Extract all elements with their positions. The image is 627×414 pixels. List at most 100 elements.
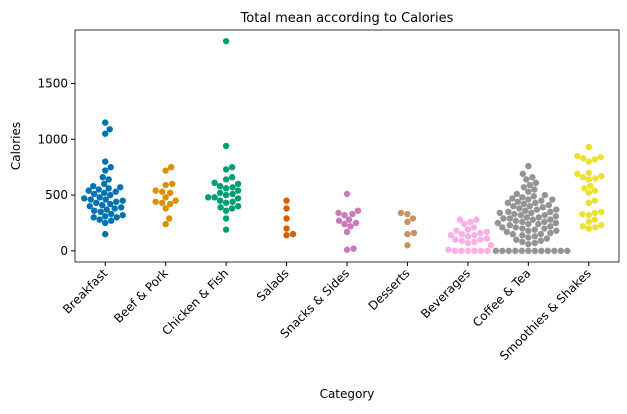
swarm-point: [354, 207, 362, 214]
swarm-point: [547, 223, 554, 230]
swarm-point: [503, 228, 511, 236]
swarm-point: [404, 230, 411, 238]
swarm-point: [585, 199, 592, 207]
swarm-point: [335, 217, 343, 224]
x-tick-label: Chicken & Fish: [159, 266, 231, 338]
swarm-point: [97, 208, 104, 216]
swarm-point: [228, 163, 236, 171]
swarm-point: [101, 189, 108, 197]
swarm-point: [591, 209, 598, 217]
y-tick-label: 0: [60, 244, 68, 258]
swarm-point: [552, 213, 560, 220]
swarm-point: [167, 163, 175, 171]
swarm-point: [86, 203, 93, 210]
swarm-point: [283, 225, 290, 232]
swarm-point: [553, 227, 560, 234]
swarm-point: [538, 247, 545, 255]
swarm-point: [222, 226, 230, 233]
swarm-point: [533, 206, 541, 213]
swarm-point: [544, 247, 552, 255]
swarm-point: [162, 205, 169, 212]
swarm-point: [222, 166, 230, 173]
y-tick-label: 1500: [37, 77, 68, 91]
swarm-point: [162, 220, 169, 228]
swarm-point: [102, 230, 109, 238]
swarm-point: [228, 174, 236, 181]
swarm-point: [461, 220, 468, 228]
swarm-point: [105, 185, 112, 192]
swarm-point: [483, 235, 491, 242]
swarm-point: [529, 216, 537, 223]
swarm-point: [105, 176, 112, 183]
swarm-point: [504, 199, 512, 207]
swarm-point: [541, 211, 549, 219]
swarm-point: [222, 142, 230, 150]
swarm-point: [597, 153, 604, 161]
swarm-point: [90, 182, 97, 190]
swarm-point: [477, 247, 485, 255]
swarm-point: [119, 211, 126, 219]
swarm-point: [525, 234, 532, 241]
swarm-point: [343, 246, 351, 253]
swarm-point: [222, 191, 230, 199]
swarm-point: [464, 239, 472, 247]
swarm-point: [119, 197, 126, 204]
swarm-point: [158, 199, 166, 207]
swarm-point: [204, 194, 212, 201]
swarm-point: [500, 215, 507, 222]
swarm-point: [483, 228, 491, 236]
swarm-point: [397, 209, 405, 217]
swarm-point: [541, 225, 548, 232]
swarm-point: [222, 185, 230, 192]
swarm-point: [557, 247, 565, 255]
swarm-point: [464, 247, 472, 255]
swarm-point: [216, 189, 224, 197]
swarm-point: [152, 198, 159, 205]
swarm-point: [216, 182, 224, 190]
swarm-point: [467, 218, 474, 226]
swarm-point: [553, 206, 560, 213]
swarm-point: [587, 182, 594, 190]
swarm-point: [217, 204, 224, 211]
swarm-point: [579, 174, 586, 181]
swarm-point: [531, 226, 539, 233]
swarm-point: [85, 187, 92, 194]
swarm-point: [99, 201, 106, 209]
swarm-point: [456, 216, 464, 223]
swarm-point: [592, 224, 599, 231]
swarm-point: [211, 194, 218, 201]
swarm-point: [103, 206, 110, 213]
swarm-point: [525, 247, 532, 255]
swarm-point: [283, 215, 290, 222]
swarm-point: [470, 224, 478, 231]
swarm-point: [458, 247, 465, 255]
swarm-point: [512, 224, 520, 231]
swarm-point: [343, 190, 351, 198]
swarm-point: [506, 215, 514, 222]
swarm-point: [106, 126, 113, 133]
swarm-point: [166, 189, 174, 197]
swarm-point: [211, 179, 218, 187]
swarm-point: [335, 209, 342, 217]
swarm-point: [166, 200, 174, 208]
swarm-point: [574, 152, 581, 160]
swarm-point: [591, 197, 598, 204]
swarm-point: [506, 221, 514, 229]
swarm-point: [513, 236, 520, 243]
swarm-point: [520, 200, 528, 208]
swarm-point: [341, 211, 348, 219]
swarm-point: [519, 170, 527, 178]
swarm-point: [531, 239, 539, 247]
swarm-point: [350, 245, 357, 252]
x-tick-label: Coffee & Tea: [470, 266, 533, 329]
swarm-point: [520, 184, 528, 191]
swarm-point: [349, 210, 356, 218]
swarm-point: [525, 162, 532, 170]
swarm-point: [343, 228, 351, 236]
swarm-point: [499, 247, 506, 255]
y-axis-label: Calories: [9, 122, 23, 170]
swarm-point: [113, 198, 120, 205]
swarm-point: [547, 216, 554, 223]
swarm-point: [585, 211, 592, 219]
